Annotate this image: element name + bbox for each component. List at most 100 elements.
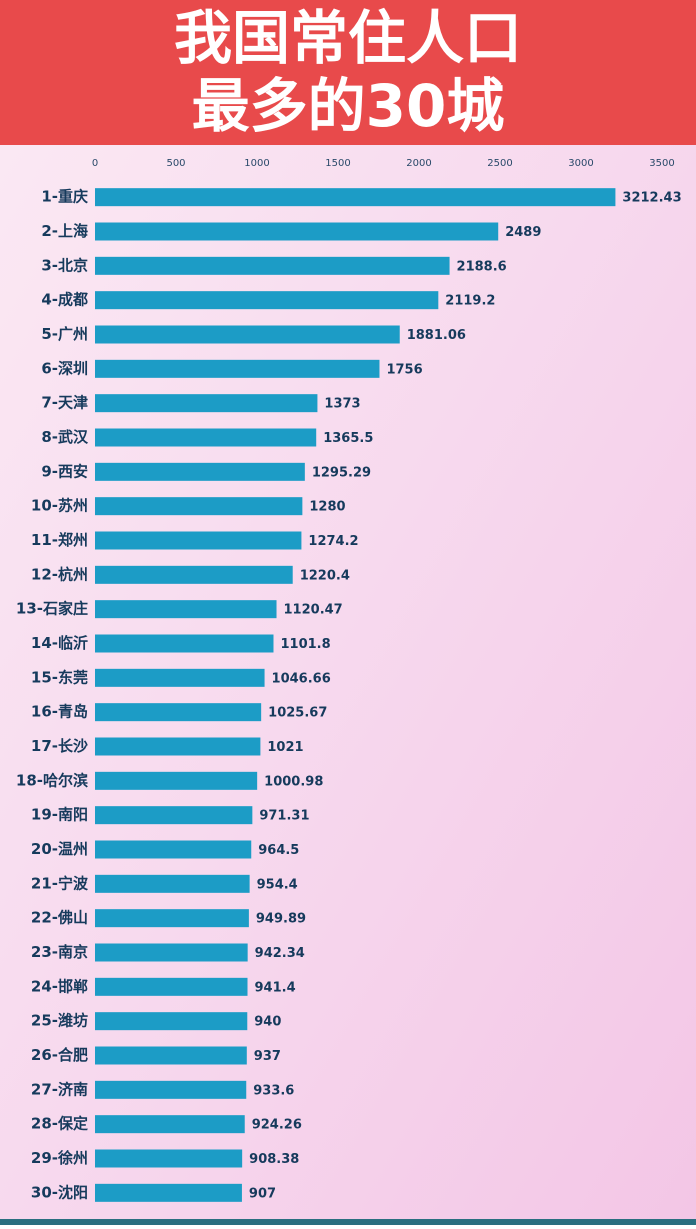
bar [95,188,616,207]
value-label: 949.89 [256,912,306,927]
value-label: 1280 [309,500,345,515]
y-tick-label: 4-成都 [41,291,88,309]
value-label: 933.6 [253,1083,294,1098]
bar [95,1046,247,1065]
y-tick-label: 6-深圳 [41,359,88,377]
value-label: 924.26 [252,1118,302,1133]
bar [95,909,249,928]
bar [95,222,499,241]
y-tick-label: 21-宁波 [31,874,89,892]
y-tick-label: 17-长沙 [31,737,88,755]
y-tick-label: 9-西安 [41,462,88,480]
chart-title: 我国常住人口 [174,4,522,72]
bar [95,1183,242,1202]
bar [95,359,380,378]
y-tick-label: 1-重庆 [41,188,88,206]
bar [95,737,261,756]
value-label: 2489 [505,225,541,240]
bar [95,394,318,413]
value-label: 1220.4 [300,568,350,583]
x-tick-label: 500 [166,158,185,169]
y-tick-label: 8-武汉 [41,428,89,446]
value-label: 2119.2 [445,294,495,309]
y-tick-label: 26-合肥 [31,1046,88,1064]
value-label: 3212.43 [622,191,681,206]
value-label: 971.31 [259,809,309,824]
bar [95,428,317,447]
value-label: 940 [254,1015,281,1030]
y-tick-label: 15-东莞 [31,668,88,686]
x-tick-label: 2500 [487,158,512,169]
y-tick-label: 27-济南 [31,1080,88,1098]
y-tick-label: 14-临沂 [31,634,88,652]
y-tick-label: 3-北京 [41,256,88,274]
value-label: 937 [254,1049,281,1064]
y-tick-label: 20-温州 [31,840,88,858]
x-tick-label: 1500 [325,158,350,169]
value-label: 964.5 [258,843,299,858]
y-tick-label: 7-天津 [41,394,88,412]
bar [95,943,248,962]
value-label: 908.38 [249,1152,299,1167]
bar [95,840,252,859]
value-label: 954.4 [257,877,298,892]
bar [95,771,258,790]
bar [95,668,265,687]
chart-title: 最多的30城 [192,72,505,140]
value-label: 1101.8 [280,637,330,652]
y-tick-label: 13-石家庄 [16,600,88,618]
y-tick-label: 24-邯郸 [31,977,88,995]
value-label: 1000.98 [264,774,323,789]
bar [95,703,262,722]
bar [95,806,253,825]
bar [95,977,248,996]
value-label: 1295.29 [312,465,371,480]
y-tick-label: 25-潍坊 [31,1012,88,1030]
value-label: 1120.47 [284,603,343,618]
bar [95,531,302,550]
bar [95,497,303,516]
y-tick-label: 29-徐州 [31,1149,88,1167]
bar [95,462,305,481]
value-label: 1365.5 [323,431,373,446]
bar [95,1149,243,1168]
value-label: 1021 [267,740,303,755]
bar [95,1115,245,1134]
bar [95,1012,248,1031]
bar [95,291,439,310]
x-tick-label: 0 [92,158,98,169]
bar [95,634,274,653]
y-tick-label: 16-青岛 [31,703,88,721]
y-tick-label: 12-杭州 [31,565,88,583]
y-tick-label: 19-南阳 [31,806,88,824]
bar [95,600,277,619]
value-label: 942.34 [255,946,305,961]
value-label: 1756 [386,362,422,377]
bottom-stripe [0,1219,696,1225]
y-tick-label: 28-保定 [31,1115,88,1133]
y-tick-label: 10-苏州 [31,497,88,515]
y-tick-label: 22-佛山 [31,909,88,927]
value-label: 941.4 [255,980,296,995]
value-label: 1046.66 [272,671,331,686]
y-tick-label: 2-上海 [41,222,88,240]
x-tick-label: 1000 [244,158,269,169]
bar [95,256,450,275]
bar [95,874,250,893]
bar [95,565,293,584]
x-tick-label: 2000 [406,158,431,169]
y-tick-label: 30-沈阳 [31,1183,88,1201]
value-label: 2188.6 [457,259,507,274]
y-tick-label: 11-郑州 [31,531,88,549]
y-tick-label: 23-南京 [31,943,88,961]
value-label: 907 [249,1186,276,1201]
y-tick-label: 5-广州 [41,325,88,343]
x-tick-label: 3000 [568,158,593,169]
x-tick-label: 3500 [649,158,674,169]
y-tick-label: 18-哈尔滨 [16,771,88,789]
value-label: 1881.06 [407,328,466,343]
value-label: 1025.67 [268,706,327,721]
value-label: 1373 [324,397,360,412]
title-banner [0,0,696,145]
